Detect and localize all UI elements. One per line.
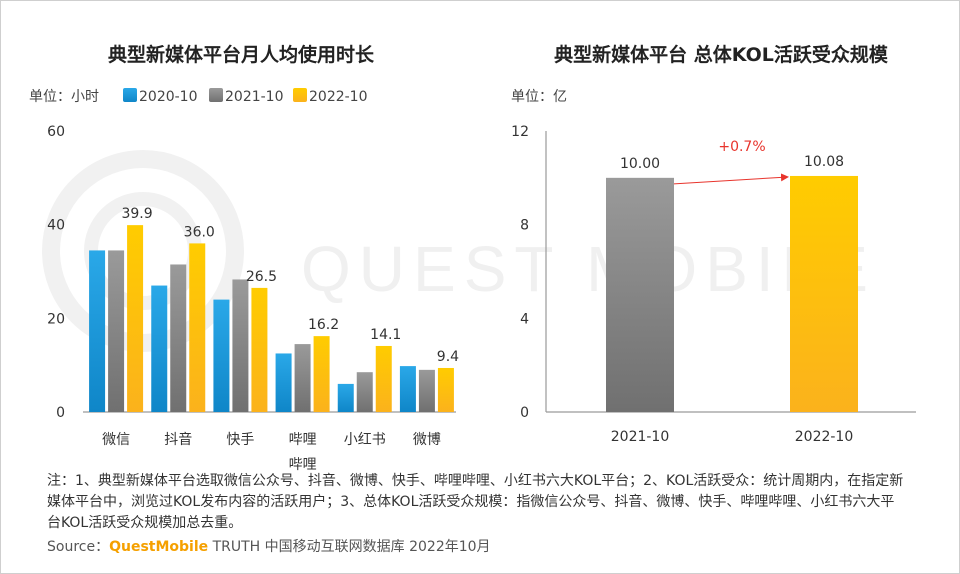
- footnote: 注：1、典型新媒体平台选取微信公众号、抖音、微博、快手、哔哩哔哩、小红书六大KO…: [47, 473, 904, 531]
- bar-2020-10: [275, 353, 292, 412]
- watermark-text: QUEST MOBILE: [301, 233, 876, 305]
- bar-data-label: 10.08: [804, 154, 844, 170]
- bar-2022-10: [375, 345, 392, 412]
- source-line: Source：QuestMobile TRUTH 中国移动互联网数据库 2022…: [47, 537, 907, 558]
- left-x-category: 快手: [226, 432, 254, 448]
- left-x-category: 微信: [102, 432, 130, 448]
- source-brand: QuestMobile: [109, 539, 209, 555]
- legend-swatch-2020: [123, 88, 137, 102]
- right-y-tick: 0: [520, 405, 529, 421]
- bar-data-label: 9.4: [437, 349, 459, 365]
- left-y-tick: 20: [47, 311, 65, 327]
- footer: 注：1、典型新媒体平台选取微信公众号、抖音、微博、快手、哔哩哔哩、小红书六大KO…: [47, 471, 907, 558]
- left-chart-title: 典型新媒体平台月人均使用时长: [108, 43, 375, 66]
- bar-2021-10: [418, 369, 435, 412]
- bar-data-label: 36.0: [184, 224, 215, 240]
- bar-2020-10: [337, 383, 354, 412]
- legend-label-2021: 2021-10: [225, 89, 284, 105]
- right-plot-area: 0 4 8 12 10.00 2021-10 10.08 2022-10 +0.7%: [511, 124, 916, 445]
- bar-2022-10: [127, 225, 144, 412]
- right-y-tick: 4: [520, 311, 529, 327]
- left-y-tick: 0: [56, 405, 65, 421]
- bar-2021-10: [170, 264, 187, 412]
- left-y-tick: 60: [47, 124, 65, 140]
- left-x-category: 微博: [413, 431, 441, 448]
- right-x-category: 2022-10: [795, 429, 854, 445]
- charts-canvas: QUEST MOBILE 典型新媒体平台月人均使用时长 单位：小时 2020-1…: [29, 43, 916, 471]
- bar-2020-10: [213, 299, 230, 412]
- right-y-tick: 12: [511, 124, 529, 140]
- bar-2022-10: [251, 287, 268, 412]
- left-y-tick: 40: [47, 218, 65, 234]
- growth-annotation: +0.7%: [718, 139, 765, 155]
- bar-data-label: 16.2: [308, 317, 339, 333]
- bar-2022-10: [313, 336, 330, 412]
- left-plot-area: 0 20 40 60 39.9 微信 36.0 抖音 26.5 快手 16.2 哔哩哔哩 14.1 小红书…: [47, 124, 459, 471]
- right-unit-label: 单位：亿: [511, 89, 567, 105]
- right-x-category: 2021-10: [611, 429, 670, 445]
- bar-2021-10: [294, 344, 311, 412]
- left-x-category: 抖音: [164, 431, 192, 448]
- left-x-category: 小红书: [344, 432, 386, 448]
- left-x-category: 哔哩哔哩: [289, 432, 317, 471]
- bar-2022-10: [790, 175, 858, 412]
- bar-2020-10: [89, 250, 106, 412]
- bar-2021-10: [232, 279, 249, 412]
- growth-arrow: [673, 173, 789, 185]
- source-rest: TRUTH 中国移动互联网数据库 2022年10月: [208, 539, 491, 555]
- bar-2020-10: [151, 285, 168, 412]
- bar-2021-10: [356, 372, 373, 412]
- bar-data-label: 26.5: [246, 269, 277, 285]
- bar-data-label: 10.00: [620, 156, 660, 172]
- bar-data-label: 39.9: [121, 206, 152, 222]
- bar-2022-10: [189, 243, 206, 412]
- right-chart-title: 典型新媒体平台 总体KOL活跃受众规模: [554, 43, 889, 66]
- legend-swatch-2021: [209, 88, 223, 102]
- legend-label-2020: 2020-10: [139, 89, 198, 105]
- bar-2022-10: [437, 367, 454, 412]
- bar-data-label: 14.1: [370, 327, 401, 343]
- bar-2021-10: [606, 177, 674, 412]
- source-prefix: Source：: [47, 539, 110, 555]
- bar-2020-10: [399, 366, 416, 412]
- left-unit-label: 单位：小时: [29, 89, 99, 105]
- legend: 2020-10 2021-10 2022-10: [123, 88, 368, 105]
- legend-swatch-2022: [293, 88, 307, 102]
- bar-2021-10: [108, 250, 125, 412]
- legend-label-2022: 2022-10: [309, 89, 368, 105]
- right-y-tick: 8: [520, 218, 529, 234]
